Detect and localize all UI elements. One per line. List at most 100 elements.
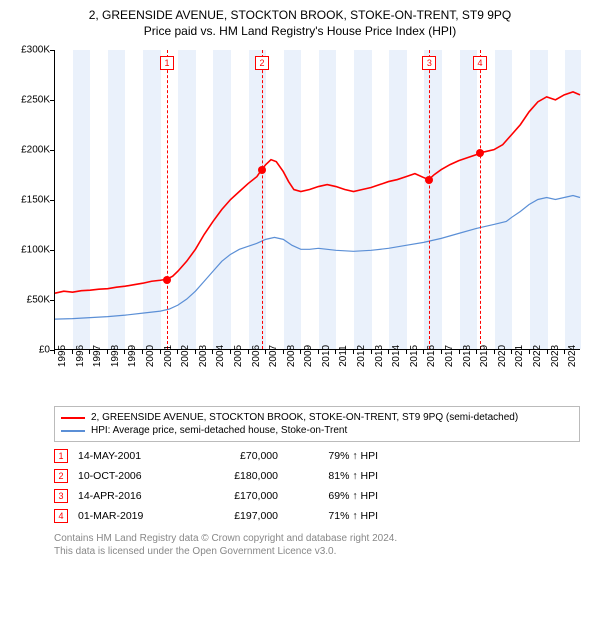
event-date: 10-OCT-2006: [78, 470, 188, 482]
x-tick-mark: [212, 350, 213, 354]
x-tick-label: 1997: [92, 345, 103, 367]
x-tick-label: 2023: [550, 345, 561, 367]
x-tick-mark: [300, 350, 301, 354]
x-tick-label: 2011: [338, 345, 349, 367]
x-tick-label: 2004: [215, 345, 226, 367]
x-tick-label: 2022: [532, 345, 543, 367]
x-tick-mark: [564, 350, 565, 354]
x-tick-mark: [283, 350, 284, 354]
series-line-price-paid: [55, 92, 580, 293]
title-main: 2, GREENSIDE AVENUE, STOCKTON BROOK, STO…: [10, 8, 590, 22]
x-tick-mark: [353, 350, 354, 354]
legend-row: HPI: Average price, semi-detached house,…: [61, 424, 573, 437]
y-tick-label: £150K: [10, 195, 50, 206]
x-tick-label: 1996: [75, 345, 86, 367]
legend-label: 2, GREENSIDE AVENUE, STOCKTON BROOK, STO…: [91, 412, 518, 423]
event-row: 1 14-MAY-2001 £70,000 79% ↑ HPI: [54, 446, 580, 466]
event-row: 314-APR-2016£170,00069% ↑ HPI: [54, 486, 580, 506]
event-marker-box: 3: [422, 56, 436, 70]
x-tick-label: 2013: [374, 345, 385, 367]
y-tick-label: £200K: [10, 145, 50, 156]
x-tick-mark: [195, 350, 196, 354]
x-tick-label: 2007: [268, 345, 279, 367]
x-tick-label: 2008: [286, 345, 297, 367]
y-tick-mark: [50, 150, 54, 151]
event-line: [262, 50, 263, 349]
x-tick-label: 2006: [251, 345, 262, 367]
event-row: 2 10-OCT-2006 £180,000 81% ↑ HPI: [54, 466, 580, 486]
legend-row: 2, GREENSIDE AVENUE, STOCKTON BROOK, STO…: [61, 411, 573, 424]
titles: 2, GREENSIDE AVENUE, STOCKTON BROOK, STO…: [10, 8, 590, 38]
event-date: 14-APR-2016: [78, 490, 188, 502]
event-num-box: 1: [54, 449, 68, 463]
x-tick-label: 2015: [409, 345, 420, 367]
y-tick-mark: [50, 250, 54, 251]
x-tick-label: 1995: [57, 345, 68, 367]
x-tick-mark: [318, 350, 319, 354]
series-line-hpi: [55, 196, 580, 320]
x-tick-label: 2021: [514, 345, 525, 367]
footer-line2: This data is licensed under the Open Gov…: [54, 545, 580, 558]
x-tick-mark: [511, 350, 512, 354]
event-date: 14-MAY-2001: [78, 450, 188, 462]
event-price: £197,000: [198, 510, 278, 522]
x-tick-label: 2002: [180, 345, 191, 367]
title-sub: Price paid vs. HM Land Registry's House …: [10, 24, 590, 38]
x-tick-mark: [406, 350, 407, 354]
x-tick-mark: [54, 350, 55, 354]
x-tick-label: 2014: [391, 345, 402, 367]
y-tick-label: £50K: [10, 295, 50, 306]
event-price: £70,000: [198, 450, 278, 462]
event-pct: 79% ↑ HPI: [288, 450, 378, 462]
event-num-box: 4: [54, 509, 68, 523]
event-pct: 81% ↑ HPI: [288, 470, 378, 482]
x-tick-label: 1999: [127, 345, 138, 367]
event-num-box: 2: [54, 469, 68, 483]
event-marker-box: 2: [255, 56, 269, 70]
x-tick-label: 2000: [145, 345, 156, 367]
price-marker-dot: [163, 276, 171, 284]
x-tick-label: 2018: [462, 345, 473, 367]
event-line: [167, 50, 168, 349]
chart-container: 2, GREENSIDE AVENUE, STOCKTON BROOK, STO…: [0, 0, 600, 568]
x-tick-mark: [459, 350, 460, 354]
x-tick-label: 2017: [444, 345, 455, 367]
x-tick-label: 2001: [163, 345, 174, 367]
y-tick-mark: [50, 300, 54, 301]
x-tick-mark: [248, 350, 249, 354]
event-price: £170,000: [198, 490, 278, 502]
footer: Contains HM Land Registry data © Crown c…: [54, 532, 580, 558]
events-table: 1 14-MAY-2001 £70,000 79% ↑ HPI 2 10-OCT-2006…: [54, 446, 580, 526]
legend-swatch: [61, 430, 85, 432]
x-tick-mark: [476, 350, 477, 354]
x-tick-label: 2009: [303, 345, 314, 367]
y-tick-mark: [50, 50, 54, 51]
x-tick-mark: [177, 350, 178, 354]
price-marker-dot: [258, 166, 266, 174]
event-line: [480, 50, 481, 349]
x-tick-label: 2016: [426, 345, 437, 367]
event-pct: 71% ↑ HPI: [288, 510, 378, 522]
x-tick-label: 2010: [321, 345, 332, 367]
x-tick-label: 2024: [567, 345, 578, 367]
event-price: £180,000: [198, 470, 278, 482]
y-tick-label: £250K: [10, 95, 50, 106]
x-tick-label: 2019: [479, 345, 490, 367]
x-tick-mark: [529, 350, 530, 354]
x-tick-label: 1998: [110, 345, 121, 367]
x-tick-mark: [89, 350, 90, 354]
x-tick-mark: [72, 350, 73, 354]
x-tick-mark: [142, 350, 143, 354]
event-num-box: 3: [54, 489, 68, 503]
legend-swatch: [61, 417, 85, 419]
y-tick-label: £100K: [10, 245, 50, 256]
x-tick-mark: [124, 350, 125, 354]
x-tick-mark: [230, 350, 231, 354]
y-tick-mark: [50, 100, 54, 101]
plot-area: 1 2 3 4: [54, 50, 580, 350]
y-tick-label: £0: [10, 345, 50, 356]
event-marker-box: 1: [160, 56, 174, 70]
price-marker-dot: [425, 176, 433, 184]
event-marker-box: 4: [473, 56, 487, 70]
chart-wrap: 1234 £0£50K£100K£150K£200K£250K£300K1995…: [10, 42, 590, 402]
